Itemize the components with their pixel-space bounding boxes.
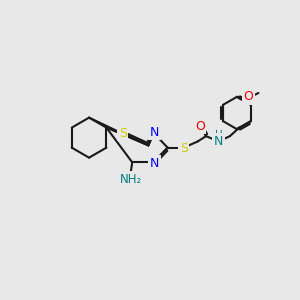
Text: O: O xyxy=(195,120,205,133)
Text: S: S xyxy=(119,127,127,140)
Text: N: N xyxy=(150,157,159,169)
Text: S: S xyxy=(180,142,188,155)
Text: N: N xyxy=(214,135,223,148)
Text: O: O xyxy=(244,90,254,103)
Text: NH₂: NH₂ xyxy=(119,173,142,186)
Text: N: N xyxy=(150,126,159,139)
Text: H: H xyxy=(214,130,222,140)
